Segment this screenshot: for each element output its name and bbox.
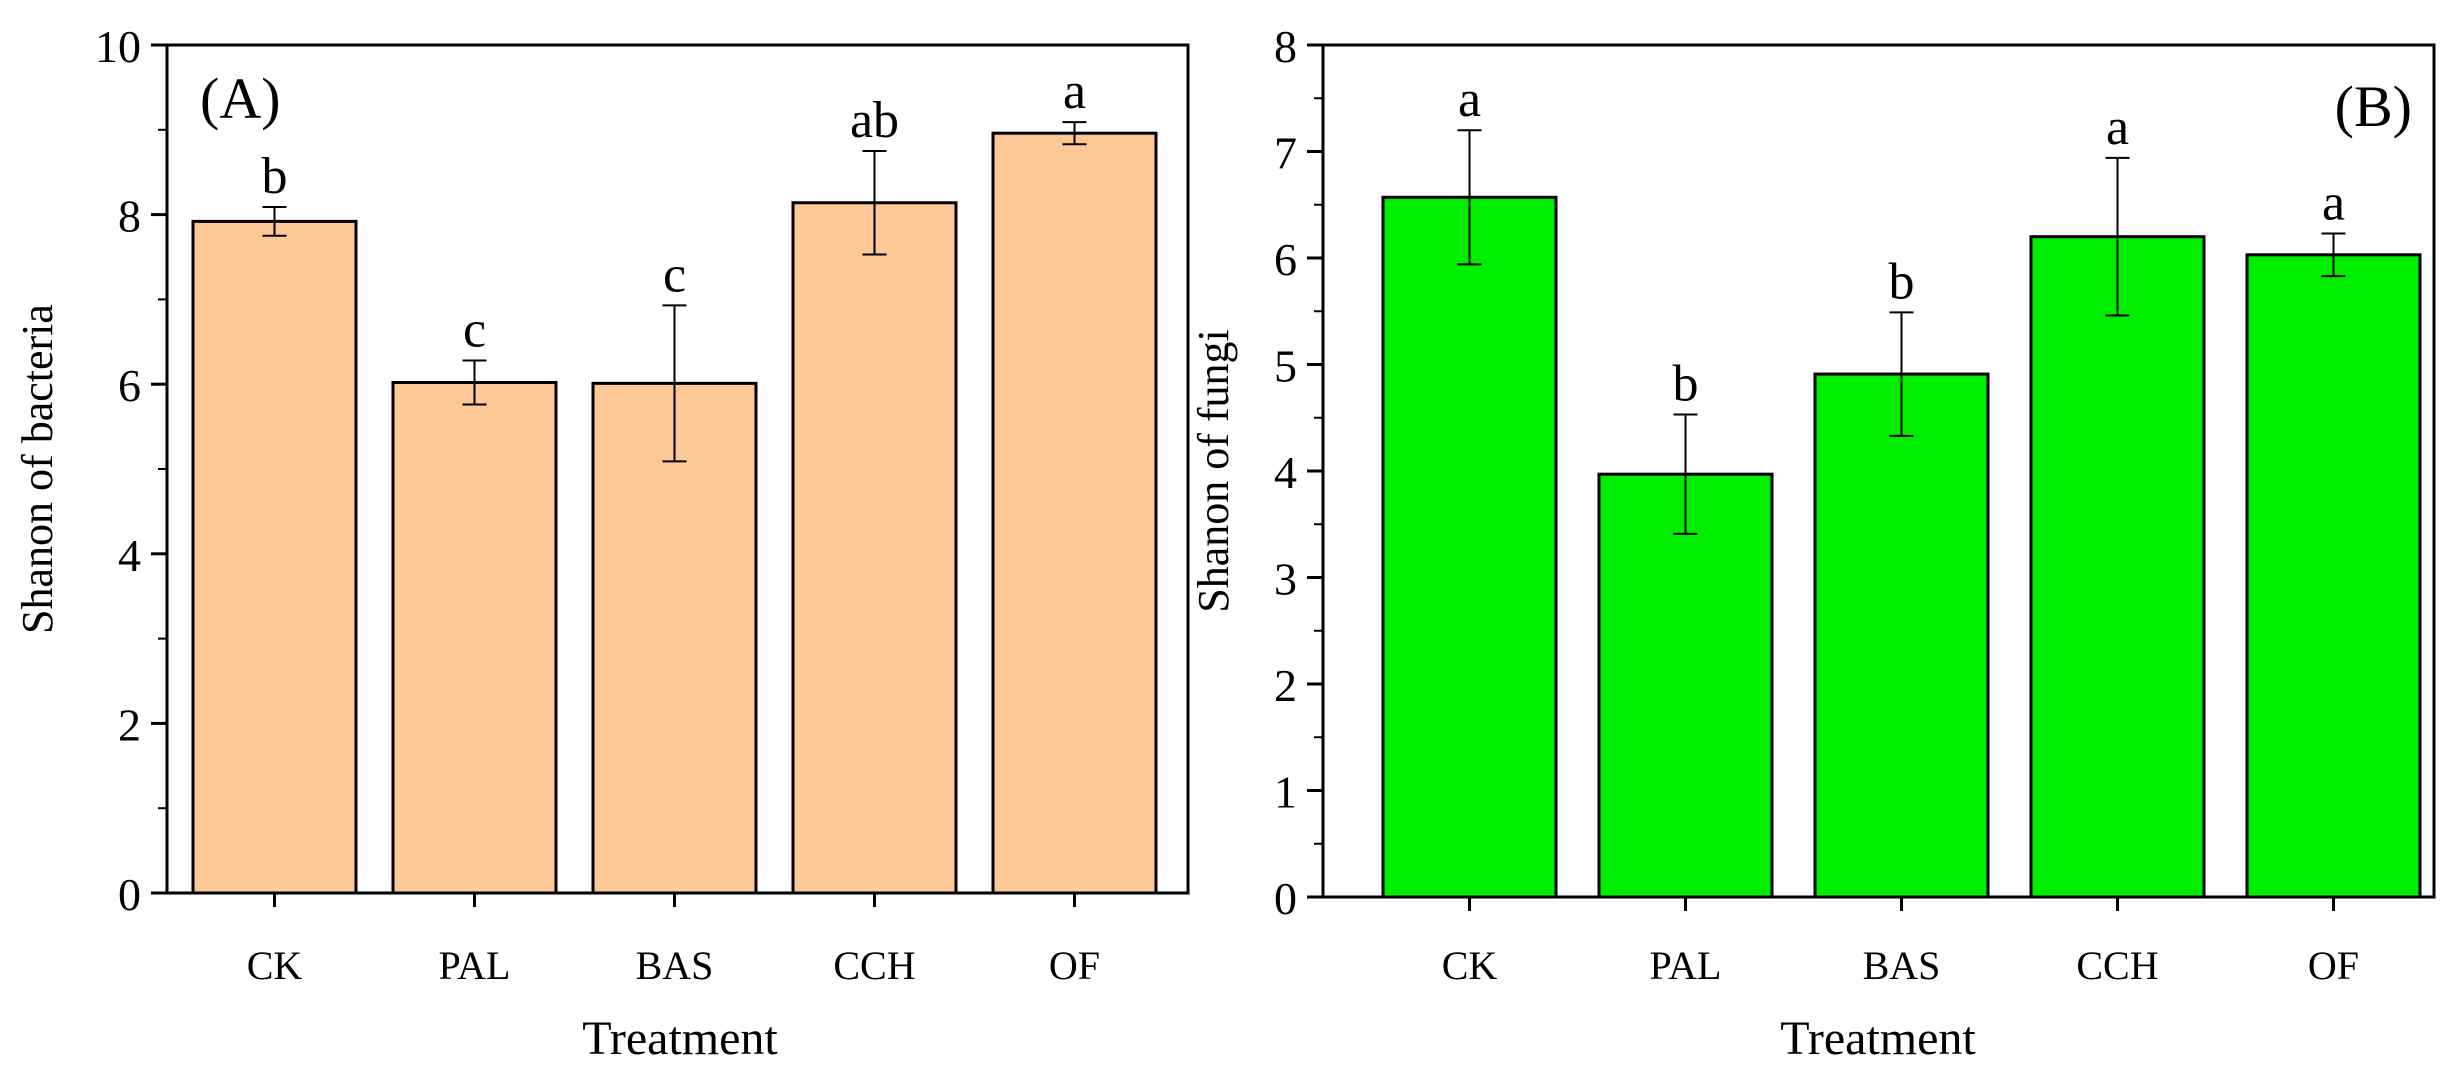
error-bar-pal [1673,413,1698,535]
bar-pal [391,381,558,895]
significance-letter: b [262,148,288,205]
y-tick-label: 2 [1274,660,1297,711]
panel-label: (B) [2335,74,2412,139]
y-tick-label: 10 [95,21,141,72]
significance-letter: a [1063,63,1086,120]
y-tick-label: 7 [1274,128,1297,179]
bar-of [991,131,1158,895]
significance-letter: b [1889,253,1915,310]
significance-letter: c [663,246,686,303]
bar-cch [791,201,958,895]
significance-letter: c [463,301,486,358]
y-axis-title: Shanon of fungi [1189,329,1238,613]
y-tick-label: 8 [1274,21,1297,72]
error-bar-ck [262,205,287,237]
panel-label: (A) [200,66,281,131]
x-tick-label: PAL [1650,943,1722,988]
significance-letter: ab [850,92,899,149]
significance-letter: a [1458,71,1481,128]
panel-a: b CK c PAL c BAS ab CCH a OF 0 2 4 6 8 10 (A) Shanon of b… [13,21,1190,1065]
error-bar-cch [2105,156,2130,317]
plot-frame [1321,43,2436,899]
error-bar-ck [1457,129,1482,266]
plot-frame [165,43,1190,895]
y-tick-label: 5 [1274,341,1297,392]
x-tick-label: CCH [833,943,915,988]
y-axis-title: Shanon of bacteria [13,304,62,634]
y-tick-label: 2 [118,699,141,750]
bar-of [2245,253,2422,899]
y-tick-label: 4 [118,530,141,581]
error-bar-pal [462,359,487,406]
error-bar-cch [862,150,887,256]
x-tick-label: CK [247,943,303,988]
y-tick-label: 0 [1274,873,1297,924]
significance-letter: a [2106,99,2129,156]
x-tick-label: OF [2308,943,2359,988]
error-bar-of [1062,121,1087,146]
error-bar-bas [662,304,687,463]
x-tick-label: PAL [439,943,511,988]
y-tick-label: 0 [118,869,141,920]
x-axis-title: Treatment [1780,1012,1976,1065]
bar-bas [591,381,758,895]
significance-letter: b [1673,356,1699,413]
bar-ck [1381,195,1558,899]
y-tick-label: 8 [118,191,141,242]
bar-ck [191,219,358,895]
y-tick-label: 6 [118,360,141,411]
x-tick-label: OF [1049,943,1100,988]
y-tick-label: 1 [1274,767,1297,818]
bar-bas [1813,372,1990,899]
y-tick-label: 6 [1274,234,1297,285]
error-bar-bas [1889,311,1914,437]
panel-b: a CK b PAL b BAS a CCH a OF 0 1 2 3 4 5 6 7 8 (B) Shanon of … [1189,21,2436,1065]
y-tick-label: 3 [1274,554,1297,605]
x-axis-title: Treatment [582,1012,778,1065]
x-tick-label: BAS [636,943,714,988]
x-tick-label: CCH [2076,943,2158,988]
bar-pal [1597,472,1774,899]
error-bar-of [2321,232,2346,278]
y-tick-label: 4 [1274,447,1297,498]
bar-cch [2029,235,2206,899]
x-tick-label: CK [1442,943,1498,988]
x-tick-label: BAS [1863,943,1941,988]
significance-letter: a [2322,175,2345,232]
